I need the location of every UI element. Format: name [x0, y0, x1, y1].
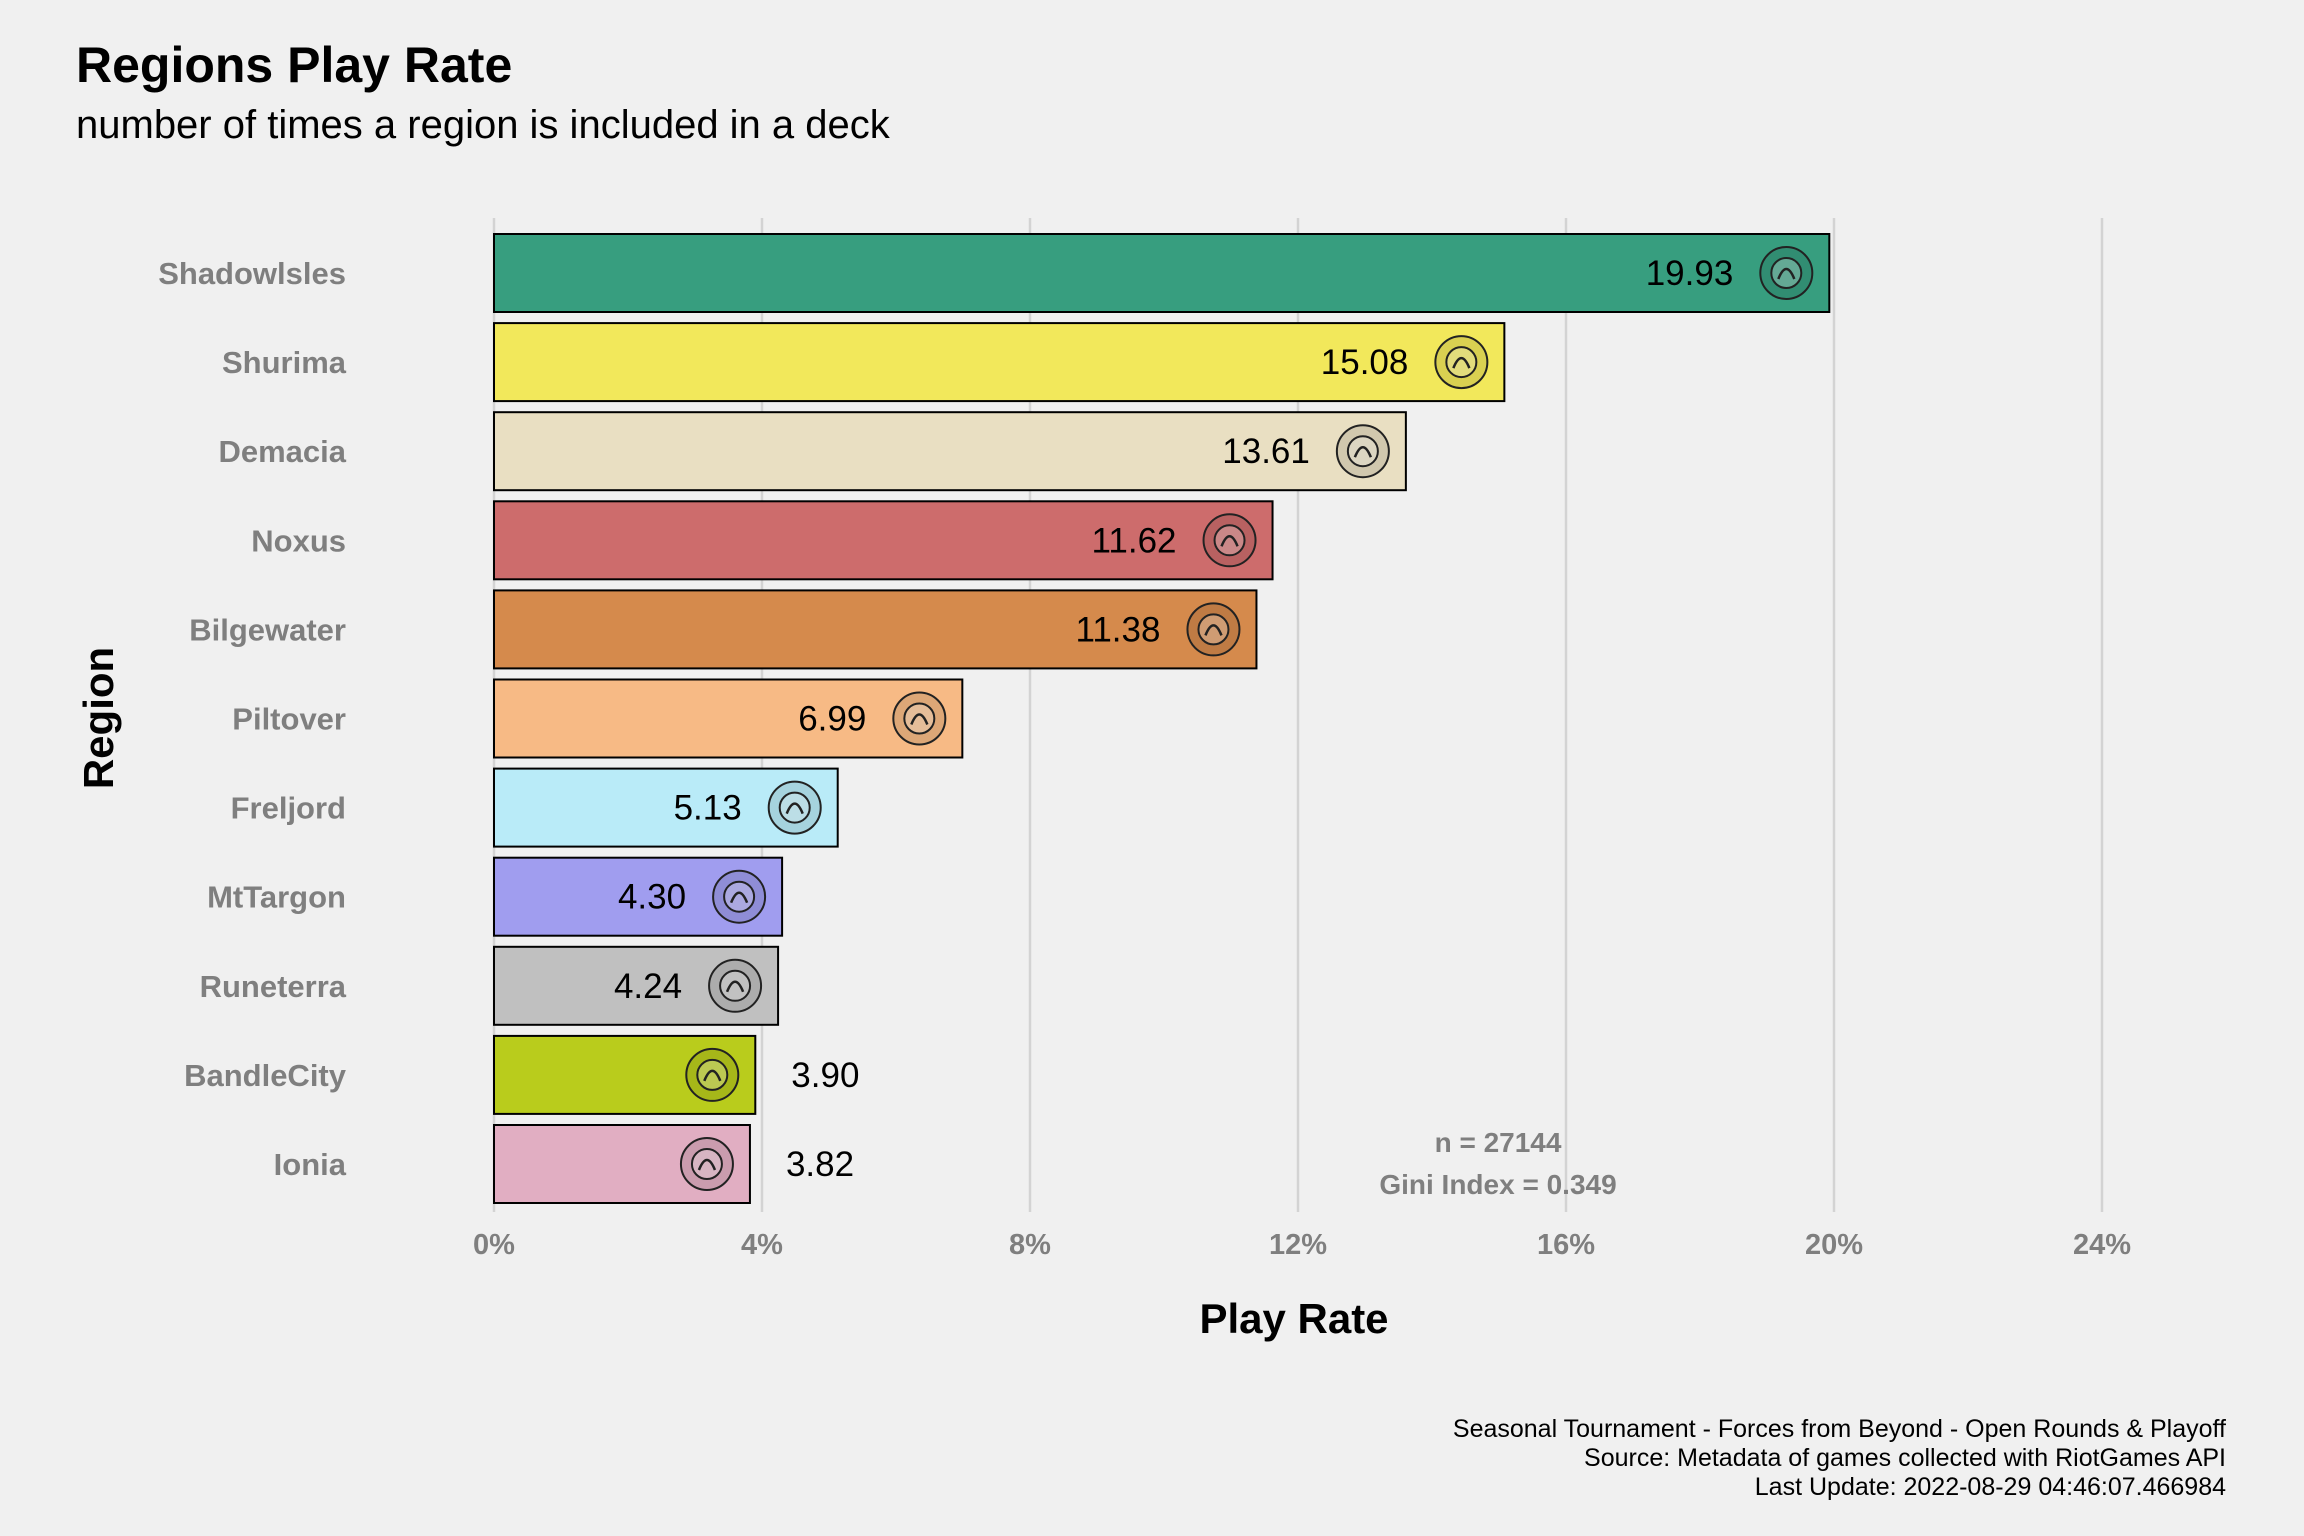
category-label: Shadowlsles: [158, 256, 346, 291]
sample-size-annotation: n = 27144: [1435, 1127, 1562, 1158]
category-label: Freljord: [231, 791, 346, 826]
category-labels: Shadowlsles Shurima Demacia Noxus Bilgewater…: [158, 256, 347, 1182]
x-tick-label: 24%: [2073, 1229, 2131, 1261]
freljord-icon: [767, 780, 822, 835]
value-label: 13.61: [1222, 432, 1310, 471]
noxus-icon: [1202, 513, 1257, 568]
bar-shadowlsles: [493, 233, 1831, 313]
value-label: 3.82: [786, 1145, 854, 1184]
x-tick-label: 0%: [473, 1229, 515, 1261]
runeterra-icon: [708, 958, 763, 1013]
chart-subtitle: number of times a region is included in …: [76, 103, 891, 147]
value-label: 5.13: [674, 789, 742, 828]
x-tick-labels: 0% 4% 8% 12% 16% 20% 24%: [473, 1229, 2131, 1261]
value-label: 4.30: [618, 878, 686, 917]
bar-bilgewater: [493, 589, 1258, 670]
value-label: 3.90: [791, 1056, 859, 1095]
category-label: Bilgewater: [189, 612, 346, 647]
category-label: Noxus: [251, 523, 346, 558]
bars: 19.93 15.08 13.61 11.62 11.38 6.99 5.13 4.30 4.2…: [493, 233, 1831, 1204]
category-label: Shurima: [222, 345, 347, 380]
ionia-icon: [679, 1137, 734, 1191]
region-icons: [679, 246, 1814, 1191]
value-label: 11.62: [1092, 521, 1177, 560]
shurima-icon: [1434, 335, 1489, 390]
x-tick-label: 12%: [1269, 1229, 1327, 1261]
value-label: 4.24: [614, 967, 682, 1006]
bilgewater-icon: [1186, 602, 1241, 657]
caption-line-1: Seasonal Tournament - Forces from Beyond…: [1453, 1415, 2226, 1443]
category-label: MtTargon: [207, 880, 346, 915]
value-label: 6.99: [798, 700, 866, 739]
x-tick-label: 4%: [741, 1229, 783, 1261]
y-axis-title: Region: [75, 647, 122, 789]
chart-title: Regions Play Rate: [76, 37, 512, 93]
bar-demacia: [493, 411, 1407, 492]
value-label: 19.93: [1646, 254, 1734, 293]
category-label: Demacia: [218, 434, 346, 469]
category-label: Ionia: [274, 1147, 347, 1182]
value-label: 15.08: [1321, 343, 1409, 382]
shadow-isles-icon: [1759, 246, 1814, 300]
category-label: Piltover: [232, 702, 346, 737]
x-tick-label: 16%: [1537, 1229, 1595, 1261]
caption-line-3: Last Update: 2022-08-29 04:46:07.466984: [1755, 1473, 2226, 1501]
bandle-city-icon: [685, 1047, 740, 1102]
caption-line-2: Source: Metadata of games collected with…: [1584, 1444, 2226, 1472]
bar-piltover: [493, 678, 964, 759]
x-axis-title: Play Rate: [1199, 1295, 1388, 1342]
mt-targon-icon: [712, 869, 767, 924]
piltover-icon: [892, 691, 947, 746]
demacia-icon: [1335, 424, 1390, 479]
gini-index-annotation: Gini Index = 0.349: [1379, 1169, 1616, 1200]
bar-shurima: [493, 322, 1506, 403]
category-label: BandleCity: [184, 1058, 347, 1093]
x-tick-label: 20%: [1805, 1229, 1863, 1261]
value-label: 11.38: [1075, 610, 1160, 649]
bar-noxus: [493, 500, 1274, 581]
category-label: Runeterra: [200, 969, 347, 1004]
x-tick-label: 8%: [1009, 1229, 1051, 1261]
